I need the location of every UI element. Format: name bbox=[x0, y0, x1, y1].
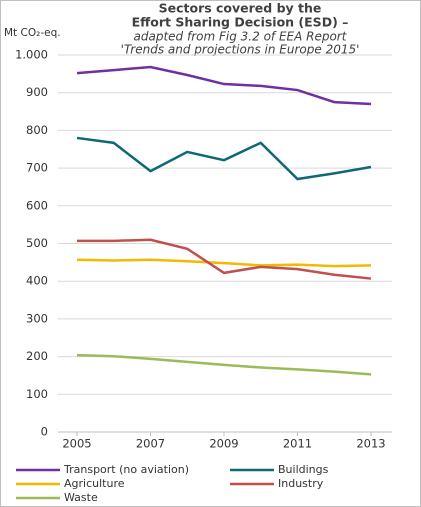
x-tick-label: 2011 bbox=[283, 437, 312, 451]
legend-label: Buildings bbox=[278, 463, 329, 476]
y-tick-label: 0 bbox=[41, 425, 48, 439]
y-axis-label: Mt CO₂-eq. bbox=[4, 27, 61, 39]
series-line bbox=[76, 136, 372, 181]
legend-label: Industry bbox=[278, 477, 324, 490]
legend-label: Agriculture bbox=[64, 477, 125, 490]
chart-title: Effort Sharing Decision (ESD) – bbox=[132, 15, 349, 30]
x-tick-label: 2009 bbox=[209, 437, 238, 451]
series-line bbox=[76, 258, 372, 268]
y-tick-label: 1.000 bbox=[15, 48, 48, 62]
series-line bbox=[76, 65, 372, 106]
legend-label: Waste bbox=[64, 491, 98, 504]
y-tick-label: 800 bbox=[26, 123, 48, 137]
series-line bbox=[76, 353, 372, 376]
chart-title: Sectors covered by the bbox=[159, 1, 322, 16]
y-tick-label: 400 bbox=[26, 274, 48, 288]
y-tick-label: 300 bbox=[26, 311, 48, 325]
chart-subtitle: 'Trends and projections in Europe 2015' bbox=[121, 43, 360, 57]
series-line bbox=[77, 238, 372, 280]
y-tick-label: 500 bbox=[26, 236, 48, 250]
chart-subtitle: adapted from Fig 3.2 of EEA Report bbox=[134, 30, 348, 44]
y-tick-label: 200 bbox=[26, 349, 48, 363]
x-tick-label: 2013 bbox=[356, 437, 385, 451]
legend-label: Transport (no aviation) bbox=[63, 463, 189, 476]
y-tick-label: 900 bbox=[26, 85, 48, 99]
x-tick-label: 2005 bbox=[62, 437, 91, 451]
y-tick-label: 700 bbox=[26, 161, 48, 175]
x-tick-label: 2007 bbox=[136, 437, 165, 451]
y-tick-label: 600 bbox=[26, 198, 48, 212]
y-tick-label: 100 bbox=[26, 387, 48, 401]
